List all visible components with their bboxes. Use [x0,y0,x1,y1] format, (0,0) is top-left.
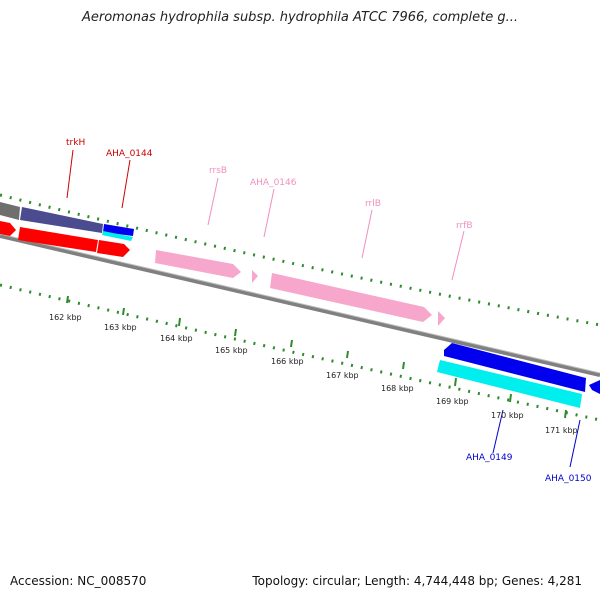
label-rrlB: rrlB [365,199,381,209]
feature-small-pink-1[interactable] [252,270,258,283]
grey-feature[interactable] [0,202,20,220]
scale-label: 167 kbp [326,371,359,380]
backbone-highlight [0,233,600,374]
topology-text: Topology: circular; Length: 4,744,448 bp… [252,574,582,588]
accession-text: Accession: NC_008570 [10,574,147,588]
label-aha-0150: AHA_0150 [545,474,592,484]
scale-label: 163 kbp [104,323,137,332]
feature-red-left[interactable] [0,221,16,236]
label-aha-0146: AHA_0146 [250,178,297,188]
map-title: Aeromonas hydrophila subsp. hydrophila A… [81,10,519,25]
scale-label: 171 kbp [545,426,578,435]
label-aha-0144: AHA_0144 [106,149,153,159]
scale-label: 164 kbp [160,334,193,343]
scale-label: 170 kbp [491,411,524,420]
leader-aha-0146 [263,188,275,238]
backbone [0,234,600,377]
feature-rrlB[interactable] [270,273,432,322]
leader-rrlB [361,209,373,259]
feature-trkH[interactable] [20,207,103,233]
feature-red-2[interactable] [97,240,130,257]
leader-aha-0150 [569,419,581,468]
feature-red-1[interactable] [18,227,98,252]
feature-aha-0144-cyan[interactable] [102,231,133,241]
leader-rrfB [451,230,465,281]
feature-cyan-right[interactable] [437,360,582,408]
scale-label: 166 kbp [271,357,304,366]
feature-rrfB[interactable] [438,311,445,326]
label-aha-0149: AHA_0149 [466,453,513,463]
leader-aha-0144 [121,159,131,209]
label-rrsB: rrsB [209,166,227,176]
leader-trkH [66,149,74,199]
feature-rrsB[interactable] [155,250,241,278]
scale-label: 165 kbp [215,346,248,355]
leader-aha-0149 [492,409,504,454]
scale-label: 169 kbp [436,397,469,406]
feature-aha-0149[interactable] [444,343,586,392]
feature-aha-0150[interactable] [589,380,600,394]
label-trkH: trkH [66,138,85,148]
scale-label: 162 kbp [49,313,82,322]
label-rrfB: rrfB [456,221,473,231]
leader-rrsB [207,177,219,226]
scale-major-ticks [66,295,567,419]
scale-label: 168 kbp [381,384,414,393]
